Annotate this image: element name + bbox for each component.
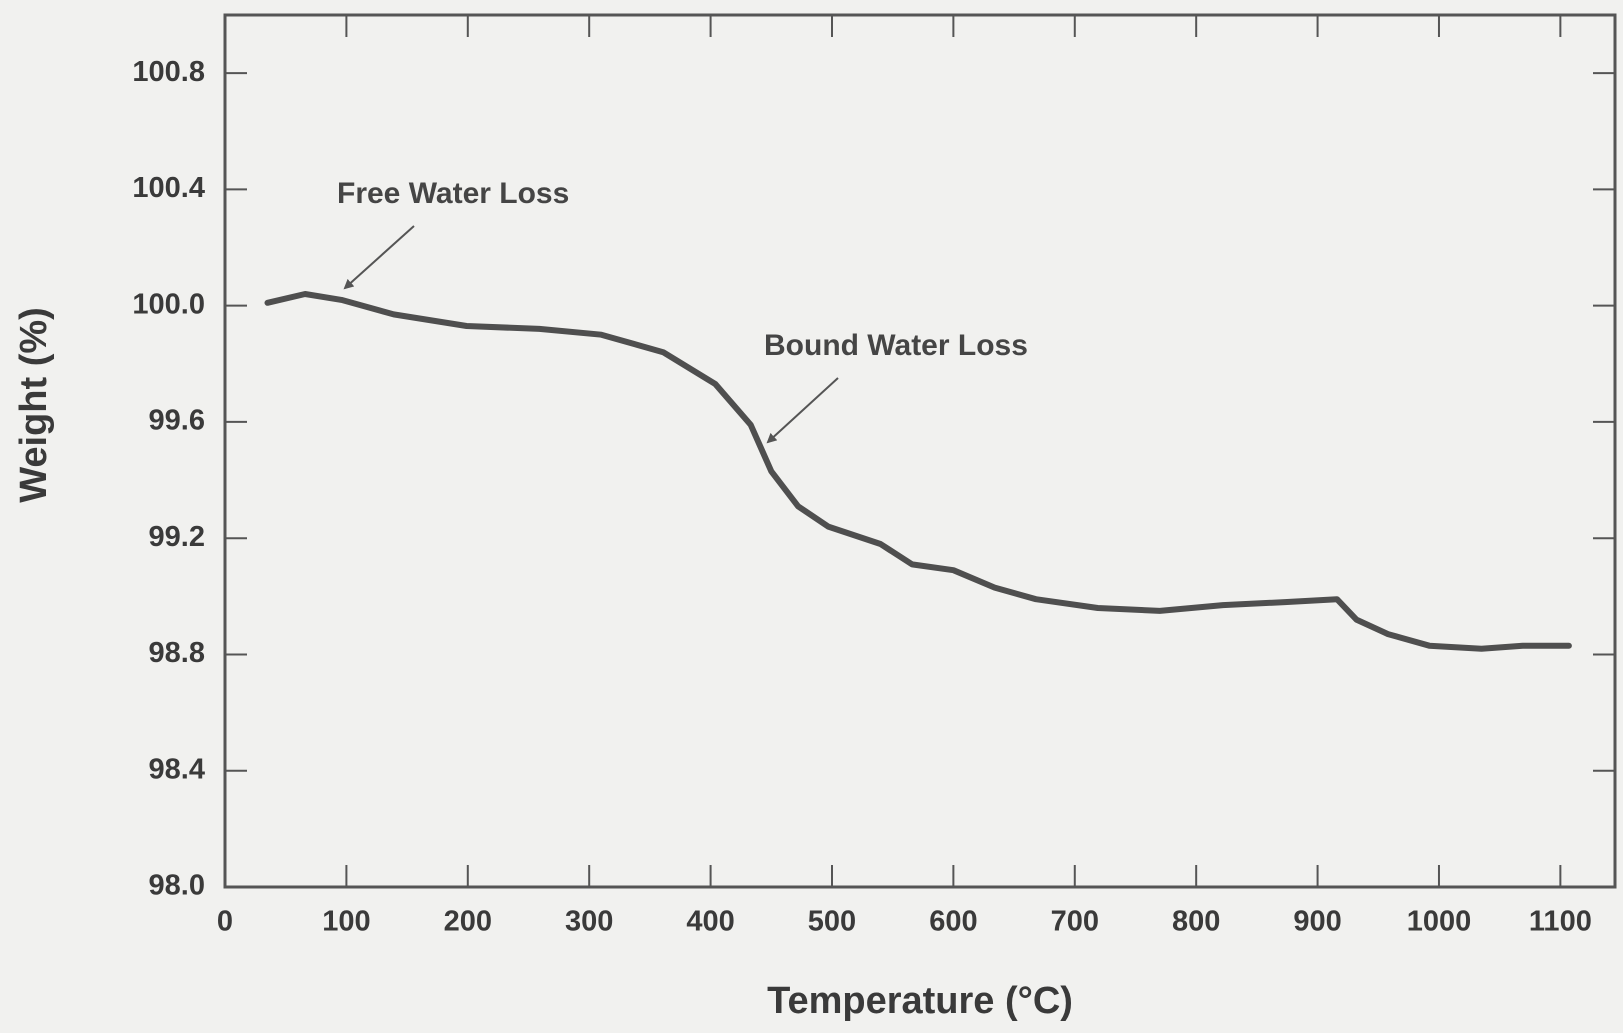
- y-tick-label: 100.8: [132, 56, 205, 88]
- x-tick-label: 700: [1051, 906, 1099, 938]
- x-tick-label: 300: [565, 906, 613, 938]
- x-tick-label: 200: [444, 906, 492, 938]
- plot-frame: [223, 13, 1617, 889]
- x-tick-label: 900: [1293, 906, 1341, 938]
- y-tick-label: 100.0: [132, 288, 205, 320]
- y-tick-label: 98.8: [149, 637, 205, 669]
- x-tick-label: 600: [929, 906, 977, 938]
- x-tick-label: 400: [686, 906, 734, 938]
- annotation: Free Water Loss: [337, 177, 569, 210]
- x-axis-title: Temperature (°C): [767, 980, 1073, 1022]
- annotation: Bound Water Loss: [764, 329, 1028, 362]
- x-tick-label: 1100: [1529, 906, 1592, 938]
- x-tick-label: 800: [1172, 906, 1220, 938]
- x-tick-label: 1000: [1407, 906, 1472, 938]
- annotation-arrow: [343, 225, 415, 290]
- annotation-arrow: [766, 377, 839, 444]
- x-tick-label: 100: [322, 906, 370, 938]
- y-axis-title: Weight (%): [13, 307, 55, 503]
- y-tick-label: 98.4: [149, 753, 205, 785]
- x-tick-label: 500: [808, 906, 856, 938]
- data-line: [264, 291, 1572, 652]
- y-tick-label: 100.4: [132, 172, 205, 204]
- y-tick-label: 99.2: [149, 521, 205, 553]
- x-tick-label: 0: [217, 906, 233, 938]
- y-tick-label: 99.6: [149, 405, 205, 437]
- y-tick-label: 98.0: [149, 870, 205, 902]
